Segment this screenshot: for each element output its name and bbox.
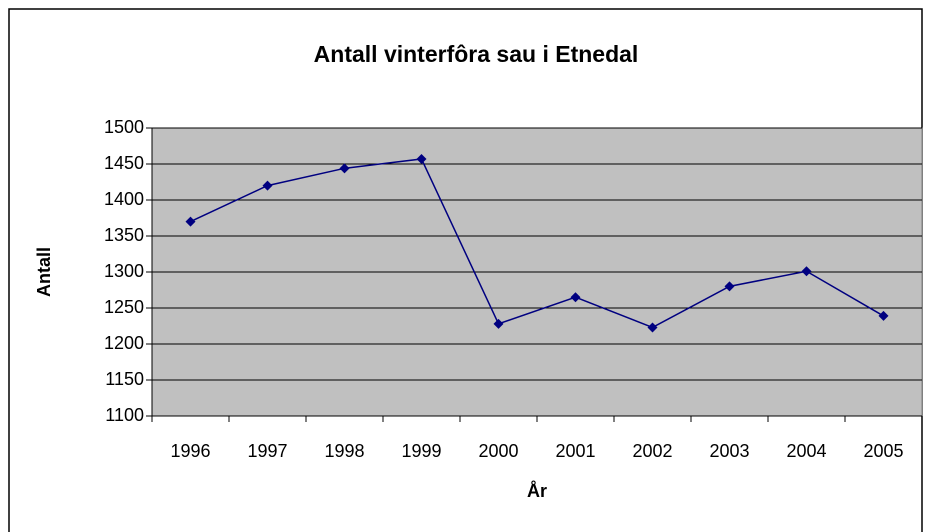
data-point [339, 163, 350, 174]
x-tick-label: 1998 [324, 441, 364, 461]
y-tick-label: 1100 [105, 405, 144, 425]
data-point [724, 281, 735, 292]
x-tick-label: 2002 [632, 441, 672, 461]
y-tick-label: 1200 [104, 333, 144, 353]
y-tick-label: 1400 [104, 189, 144, 209]
x-tick-label: 1996 [170, 441, 210, 461]
x-axis-label: År [527, 481, 547, 501]
x-tick-label: 1999 [401, 441, 441, 461]
data-point [570, 292, 581, 303]
x-tick-label: 2003 [709, 441, 749, 461]
y-tick-label: 1500 [104, 117, 144, 137]
data-point [416, 153, 427, 164]
y-tick-label: 1450 [104, 153, 144, 173]
y-tick-label: 1150 [105, 369, 144, 389]
y-tick-label: 1350 [104, 225, 144, 245]
y-tick-label: 1250 [104, 297, 144, 317]
data-line [190, 158, 884, 329]
data-point [878, 310, 889, 321]
data-point [262, 180, 273, 191]
x-tick-label: 2000 [478, 441, 518, 461]
chart-title: Antall vinterfôra sau i Etnedal [314, 41, 639, 67]
x-tick-label: 2004 [786, 441, 826, 461]
data-point [801, 266, 812, 277]
data-point [647, 322, 658, 333]
x-tick-label: 2001 [555, 441, 595, 461]
x-tick-label: 1997 [247, 441, 287, 461]
data-point [185, 216, 196, 227]
x-tick-label: 2005 [863, 441, 903, 461]
y-axis-label: Antall [34, 247, 54, 297]
data-point [493, 318, 504, 329]
y-tick-label: 1300 [104, 261, 144, 281]
